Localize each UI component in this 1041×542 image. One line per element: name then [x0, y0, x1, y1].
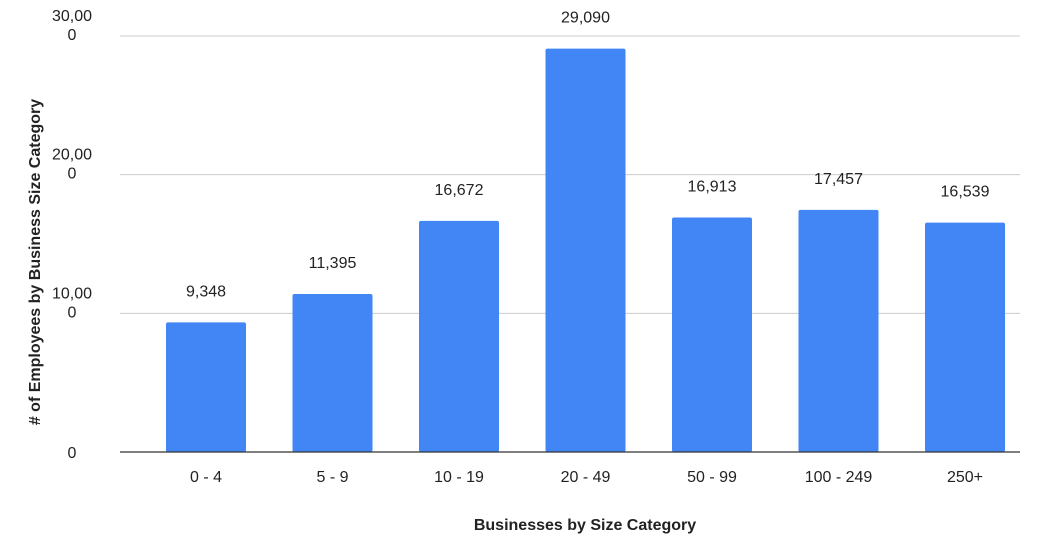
- y-tick-label: 0: [68, 304, 77, 321]
- bar: [925, 222, 1005, 452]
- data-label: 16,539: [941, 184, 990, 201]
- y-axis-title: # of Employees by Business Size Category: [27, 99, 44, 425]
- bar: [798, 209, 879, 452]
- data-label: 11,395: [309, 255, 357, 272]
- y-tick-label: 20,00: [52, 147, 92, 164]
- x-tick-label: 50 - 99: [687, 469, 737, 486]
- data-label: 9,348: [186, 283, 226, 300]
- x-tick-label: 20 - 49: [561, 469, 611, 486]
- data-labels: 9,348 11,395 16,672 29,090 16,913 17,457 16,53…: [186, 10, 990, 301]
- y-tick-label: 0: [68, 27, 77, 44]
- x-tick-label: 250+: [947, 469, 983, 486]
- y-tick-label: 30,00: [52, 8, 92, 25]
- bar: [419, 220, 499, 452]
- x-tick-label: 100 - 249: [805, 469, 873, 486]
- x-axis-title: Businesses by Size Category: [474, 517, 696, 534]
- bars: [166, 48, 1005, 453]
- bar: [292, 293, 373, 452]
- data-label: 16,672: [435, 182, 484, 199]
- y-tick-label: 0: [68, 166, 77, 183]
- data-label: 17,457: [814, 171, 863, 188]
- y-tick-label: 0: [68, 445, 77, 462]
- y-axis-ticks: 0 10,00 0 20,00 0 30,00 0: [52, 8, 92, 462]
- x-axis-ticks: 0 - 4 5 - 9 10 - 19 20 - 49 50 - 99 100 - 249…: [190, 469, 983, 486]
- x-tick-label: 10 - 19: [434, 469, 484, 486]
- x-tick-label: 0 - 4: [190, 469, 222, 486]
- bar: [545, 48, 626, 453]
- bar: [166, 322, 246, 452]
- data-label: 29,090: [561, 10, 610, 27]
- x-tick-label: 5 - 9: [316, 469, 348, 486]
- y-tick-label: 10,00: [52, 285, 92, 302]
- bar: [672, 217, 752, 452]
- data-label: 16,913: [688, 178, 737, 195]
